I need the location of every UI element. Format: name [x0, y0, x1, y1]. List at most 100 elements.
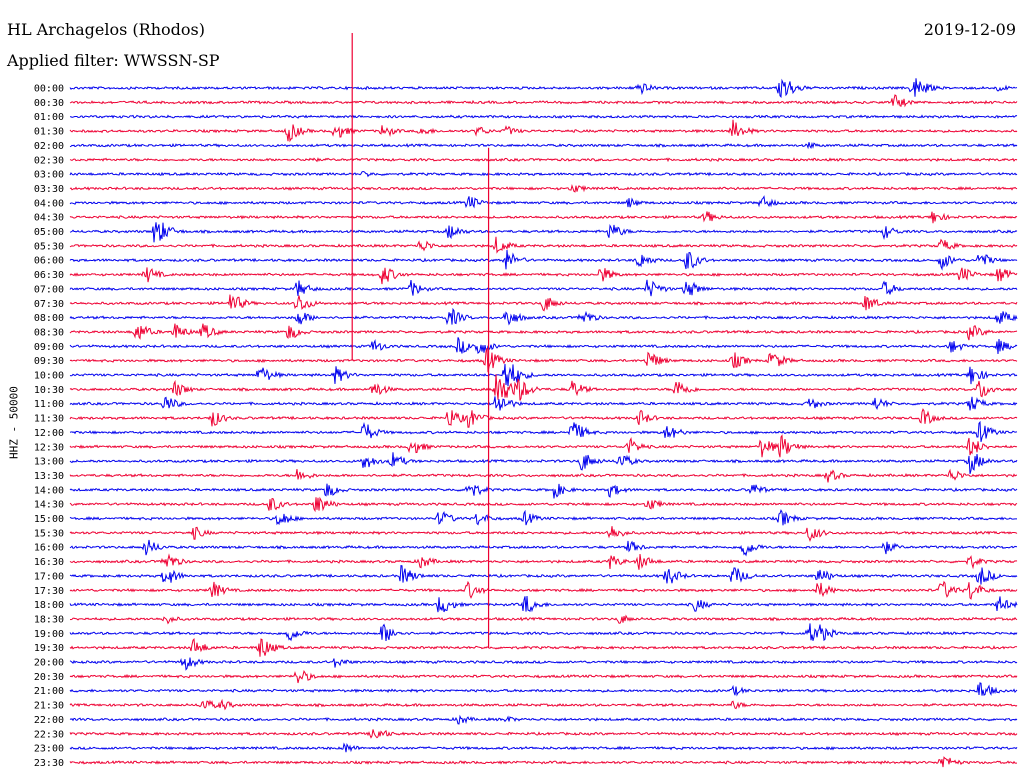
row-time-label: 15:00 [34, 514, 64, 525]
row-time-label: 23:00 [34, 744, 64, 755]
row-time-label: 08:30 [34, 327, 64, 338]
trace-1000 [69, 363, 1018, 387]
row-time-label: 06:30 [34, 270, 64, 281]
trace-1900 [69, 623, 1018, 642]
trace-1430 [69, 496, 1018, 513]
row-time-label: 11:30 [34, 414, 64, 425]
row-time-label: 12:30 [34, 442, 64, 453]
trace-0000 [69, 78, 1018, 99]
row-time-label: 11:00 [34, 399, 64, 410]
trace-0800 [69, 307, 1018, 326]
trace-1600 [69, 539, 1018, 557]
row-time-label: 16:00 [34, 543, 64, 554]
trace-1330 [69, 468, 1018, 483]
row-time-label: 23:30 [34, 758, 64, 769]
row-time-label: 07:00 [34, 284, 64, 295]
trace-1300 [69, 452, 1018, 474]
trace-0300 [69, 170, 1018, 178]
trace-0530 [69, 236, 1018, 254]
trace-0100 [69, 114, 1018, 120]
trace-1130 [69, 408, 1018, 428]
trace-1700 [69, 565, 1018, 585]
row-time-label: 02:30 [34, 155, 64, 166]
trace-0330 [69, 184, 1018, 193]
trace-1930 [69, 637, 1018, 657]
row-time-label: 21:30 [34, 701, 64, 712]
row-time-label: 12:00 [34, 428, 64, 439]
trace-2200 [69, 714, 1018, 725]
row-time-label: 17:30 [34, 586, 64, 597]
row-time-label: 07:30 [34, 299, 64, 310]
trace-0730 [69, 294, 1018, 312]
row-time-label: 06:00 [34, 256, 64, 267]
row-time-label: 04:30 [34, 213, 64, 224]
row-time-label: 09:00 [34, 342, 64, 353]
row-time-label: 01:30 [34, 127, 64, 138]
trace-0400 [69, 195, 1018, 209]
trace-0200 [69, 141, 1018, 150]
row-time-label: 05:30 [34, 241, 64, 252]
row-time-label: 03:00 [34, 170, 64, 181]
trace-0700 [69, 279, 1018, 297]
row-time-label: 03:30 [34, 184, 64, 195]
trace-1630 [69, 553, 1018, 570]
row-time-label: 22:00 [34, 715, 64, 726]
row-time-label: 18:00 [34, 600, 64, 611]
trace-0900 [69, 337, 1018, 355]
trace-0830 [69, 323, 1018, 341]
trace-0130 [69, 119, 1018, 143]
trace-1800 [69, 596, 1018, 613]
row-time-label: 14:00 [34, 485, 64, 496]
trace-2100 [69, 682, 1018, 697]
row-time-label: 13:00 [34, 457, 64, 468]
trace-2300 [69, 742, 1018, 753]
row-time-label: 20:30 [34, 672, 64, 683]
trace-1500 [69, 509, 1018, 526]
trace-0930 [69, 347, 1018, 373]
trace-1200 [69, 420, 1018, 442]
row-time-label: 00:00 [34, 84, 64, 95]
row-time-label: 15:30 [34, 528, 64, 539]
trace-1230 [69, 434, 1018, 458]
trace-0030 [69, 94, 1018, 108]
row-time-label: 10:00 [34, 371, 64, 382]
row-time-label: 10:30 [34, 385, 64, 396]
row-time-label: 19:30 [34, 643, 64, 654]
row-time-label: 14:30 [34, 500, 64, 511]
row-time-label: 16:30 [34, 557, 64, 568]
row-time-label: 05:00 [34, 227, 64, 238]
trace-1100 [69, 396, 1018, 411]
trace-1030 [69, 374, 1018, 401]
row-time-label: 04:00 [34, 198, 64, 209]
station-title: HL Archagelos (Rhodos) [7, 20, 205, 39]
row-time-label: 09:30 [34, 356, 64, 367]
row-time-label: 17:00 [34, 571, 64, 582]
row-time-label: 01:00 [34, 112, 64, 123]
row-time-label: 13:30 [34, 471, 64, 482]
trace-0500 [69, 222, 1018, 243]
row-time-label: 02:00 [34, 141, 64, 152]
row-time-label: 00:30 [34, 98, 64, 109]
row-time-label: 22:30 [34, 729, 64, 740]
trace-1400 [69, 483, 1018, 499]
trace-2000 [69, 657, 1018, 671]
trace-1530 [69, 526, 1018, 543]
trace-2030 [69, 670, 1018, 684]
trace-0430 [69, 211, 1018, 224]
trace-2330 [69, 756, 1018, 768]
trace-1830 [69, 614, 1018, 625]
row-time-label: 21:00 [34, 686, 64, 697]
trace-1730 [69, 580, 1018, 600]
trace-2230 [69, 729, 1018, 739]
trace-0600 [69, 250, 1018, 271]
trace-0230 [69, 157, 1018, 163]
trace-2130 [69, 698, 1018, 711]
row-time-label: 08:00 [34, 313, 64, 324]
filter-label: Applied filter: WWSSN-SP [7, 51, 220, 70]
row-time-label: 20:00 [34, 658, 64, 669]
trace-0630 [69, 267, 1018, 285]
date-label: 2019-12-09 [923, 20, 1016, 39]
row-time-label: 19:00 [34, 629, 64, 640]
row-time-label: 18:30 [34, 614, 64, 625]
